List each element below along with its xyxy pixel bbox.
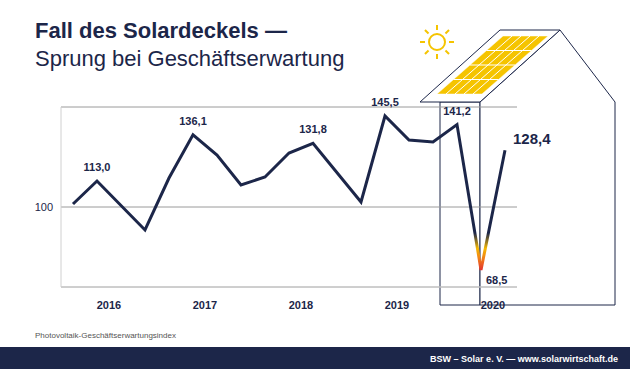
svg-text:BSW – Solar e. V. — www.solarw: BSW – Solar e. V. — www.solarwirtschaft.… (430, 354, 618, 364)
svg-text:128,4: 128,4 (513, 130, 551, 147)
svg-text:141,2: 141,2 (443, 105, 471, 117)
svg-text:2020: 2020 (481, 299, 505, 311)
svg-text:2018: 2018 (289, 299, 313, 311)
svg-text:136,1: 136,1 (179, 115, 207, 127)
svg-text:100: 100 (35, 201, 53, 213)
svg-text:2017: 2017 (193, 299, 217, 311)
svg-text:145,5: 145,5 (371, 96, 399, 108)
svg-text:131,8: 131,8 (299, 123, 327, 135)
svg-text:68,5: 68,5 (486, 274, 507, 286)
svg-text:2019: 2019 (385, 299, 409, 311)
svg-text:Photovoltaik-Geschäftserwartun: Photovoltaik-Geschäftserwartungsindex (35, 331, 176, 340)
svg-text:2016: 2016 (97, 299, 121, 311)
svg-text:Fall des Solardeckels —: Fall des Solardeckels — (35, 18, 287, 43)
svg-text:113,0: 113,0 (84, 161, 111, 173)
svg-text:Sprung bei Geschäftserwartung: Sprung bei Geschäftserwartung (35, 46, 344, 71)
